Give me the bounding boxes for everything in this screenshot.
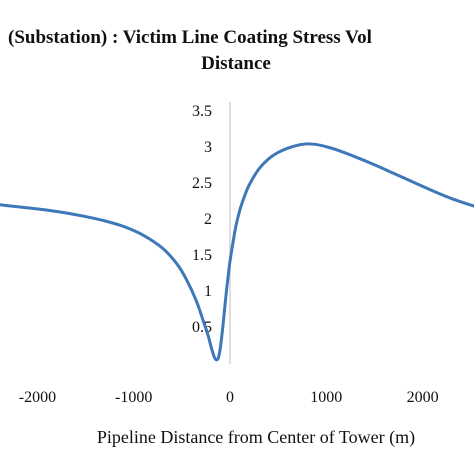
series-lines [0, 142, 474, 362]
y-tick-label: 2.5 [192, 175, 212, 192]
y-tick-label: 1 [204, 283, 212, 300]
series-line [0, 142, 474, 362]
x-tick-label: -1000 [115, 389, 152, 406]
x-tick-label: 1000 [310, 389, 342, 406]
y-tick-label: 3.5 [192, 103, 212, 120]
y-tick-label: 1.5 [192, 247, 212, 264]
x-axis-title: Pipeline Distance from Center of Tower (… [97, 427, 415, 448]
y-tick-labels: 0.511.522.533.5 [192, 103, 212, 336]
chart-title-line-2: Distance [201, 53, 271, 74]
chart-title-line-1: (Substation) : Victim Line Coating Stres… [8, 27, 372, 48]
x-tick-label: 0 [226, 389, 234, 406]
x-tick-label: -2000 [19, 389, 56, 406]
x-tick-labels: -3000-2000-10000100020003000 [19, 389, 439, 406]
y-tick-label: 3 [204, 139, 212, 156]
x-tick-label: 2000 [407, 389, 439, 406]
y-tick-label: 2 [204, 211, 212, 228]
